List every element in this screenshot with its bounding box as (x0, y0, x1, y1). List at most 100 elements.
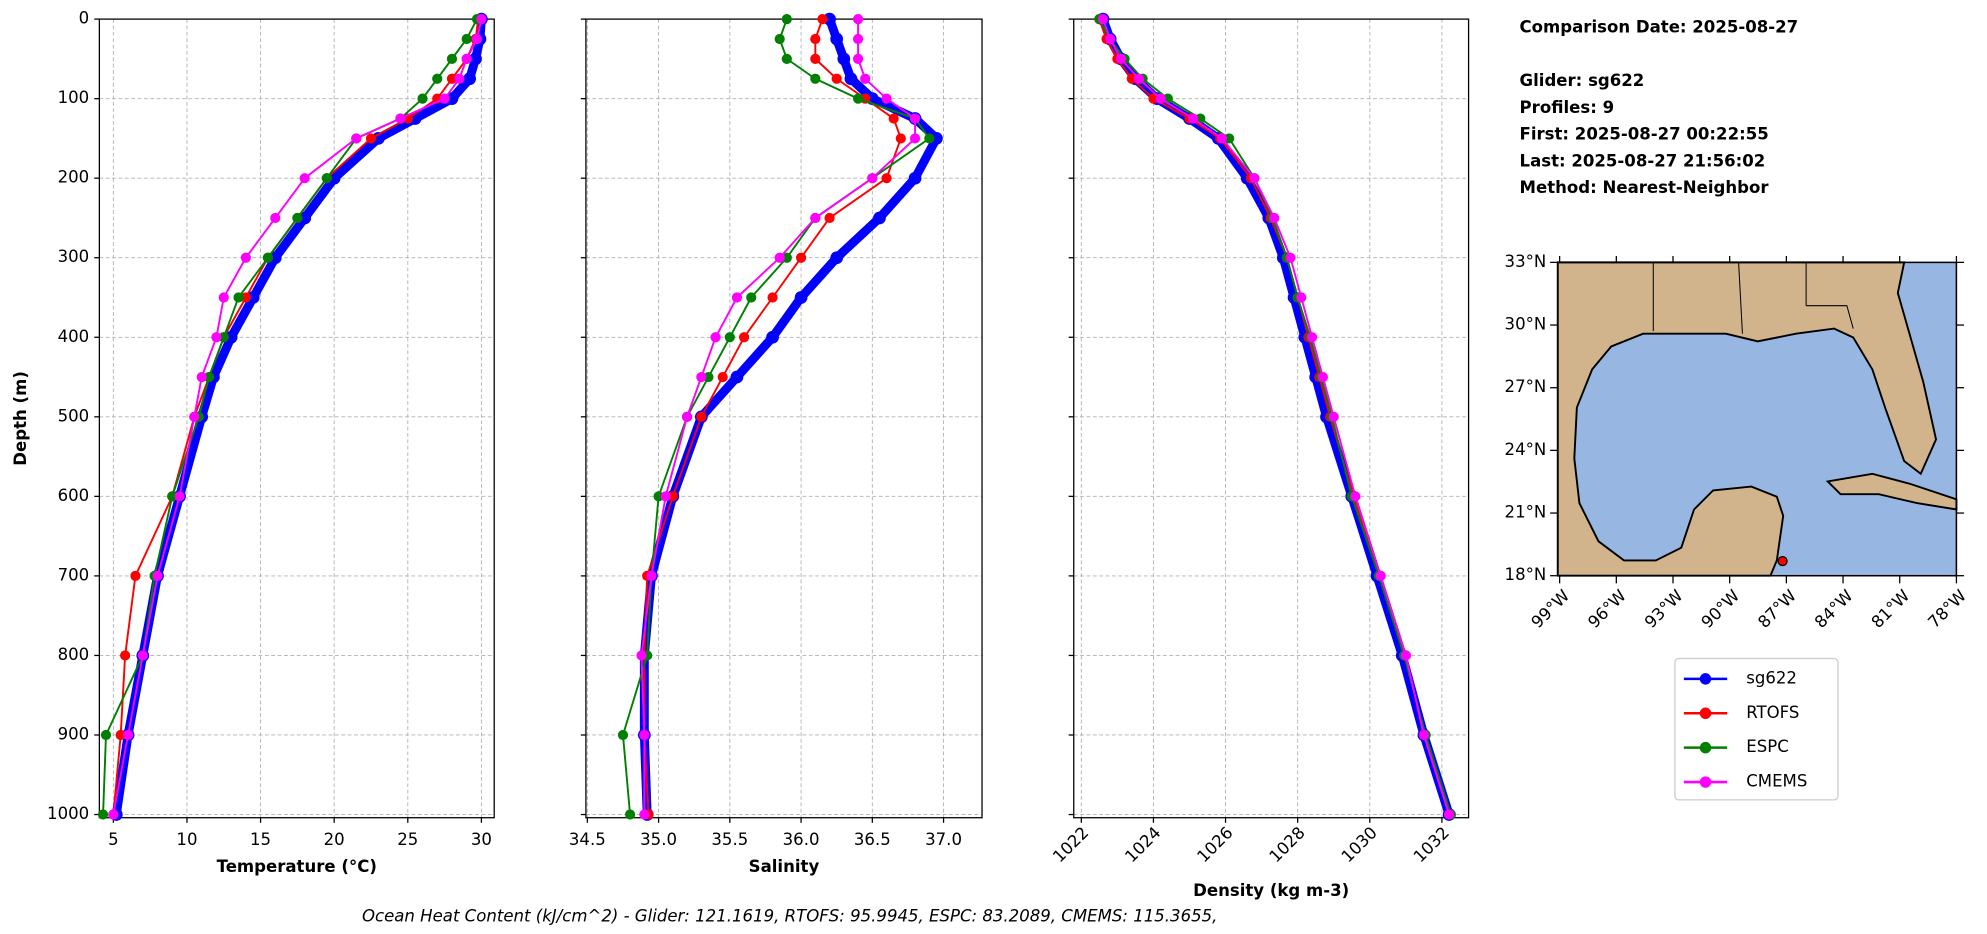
map (1556, 261, 1958, 577)
data-point (1400, 650, 1411, 661)
data-point (888, 113, 899, 124)
data-point (461, 33, 472, 45)
borders (1652, 262, 1854, 334)
data-point (1296, 292, 1307, 303)
data-point (445, 92, 459, 106)
data-point (717, 371, 728, 383)
data-point (795, 252, 807, 263)
plot-frame (1073, 18, 1470, 819)
x-tick-label: 15 (250, 830, 271, 849)
data-point (831, 73, 842, 84)
data-point (881, 93, 892, 104)
x-tick-label: 1030 (1338, 823, 1381, 866)
data-point (1148, 93, 1159, 104)
lat-tick-label: 33°N (1505, 252, 1547, 271)
lon-tick-label: 96°W (1584, 586, 1630, 632)
data-point (624, 809, 636, 820)
data-point (766, 330, 779, 344)
lat-tick-label: 27°N (1505, 377, 1547, 396)
x-tick-label: 1024 (1121, 823, 1164, 866)
data-point (365, 133, 377, 144)
data-point (1105, 33, 1116, 45)
data-point (100, 729, 112, 741)
x-tick-label: 35.0 (640, 830, 677, 849)
info-line: Method: Nearest-Neighbor (1520, 178, 1770, 197)
data-point (299, 173, 310, 184)
data-point (653, 491, 664, 502)
data-point (446, 53, 458, 64)
data-point (909, 133, 921, 144)
x-tick-label: 1028 (1266, 823, 1309, 866)
data-point (731, 292, 743, 303)
y-tick-label: 400 (58, 327, 90, 346)
data-point (1350, 491, 1361, 502)
x-tick-label: 5 (108, 830, 119, 849)
data-point (189, 411, 200, 422)
data-point (115, 729, 126, 741)
data-point (268, 251, 282, 265)
data-point (1317, 371, 1329, 383)
x-tick-label: 10 (176, 830, 197, 849)
x-tick-label: 1022 (1049, 823, 1092, 866)
data-point (471, 33, 483, 45)
data-point (908, 171, 922, 185)
data-point (395, 113, 406, 124)
legend-marker (1699, 741, 1712, 754)
series-line (112, 18, 480, 815)
x-tick-label: 20 (324, 830, 345, 849)
legend-box (1674, 657, 1839, 801)
data-point (873, 211, 886, 225)
x-tick-label: 36.5 (854, 830, 891, 849)
data-point (844, 72, 858, 86)
x-tick-label: 1032 (1410, 823, 1453, 866)
legend-marker (1699, 776, 1712, 788)
data-point (617, 729, 629, 741)
data-point (1155, 93, 1166, 104)
data-point (837, 52, 851, 66)
data-point (852, 93, 864, 104)
x-tick-label: 36.0 (783, 830, 820, 849)
legend-label: CMEMS (1746, 772, 1807, 791)
data-point (130, 570, 141, 581)
lon-tick-label: 81°W (1868, 586, 1914, 632)
data-point (860, 73, 871, 84)
data-point (636, 650, 647, 661)
data-point (681, 411, 693, 422)
data-point (454, 73, 465, 84)
data-point (246, 291, 260, 304)
y-tick-label: 600 (58, 486, 90, 505)
data-point (469, 52, 482, 66)
y-tick-label: 900 (58, 724, 90, 743)
y-tick-label: 100 (58, 88, 90, 107)
data-point (1188, 113, 1199, 124)
x-tick-label: 37.0 (925, 830, 962, 849)
data-point (781, 252, 792, 263)
data-point (781, 14, 792, 25)
data-point (292, 212, 303, 224)
lat-tick-label: 21°N (1505, 503, 1547, 522)
land (1556, 261, 1938, 577)
data-point (196, 371, 207, 383)
data-point (1306, 332, 1318, 343)
data-point (1285, 252, 1296, 263)
data-point (730, 370, 744, 384)
data-point (867, 173, 878, 184)
y-tick-label: 800 (58, 645, 90, 664)
data-point (810, 73, 821, 84)
x-axis-label: Salinity (749, 857, 820, 876)
data-point (746, 292, 757, 303)
data-point (881, 173, 892, 184)
data-point (167, 491, 178, 502)
data-point (152, 570, 163, 581)
data-point (774, 33, 785, 45)
data-point (909, 113, 921, 124)
legend-marker (1699, 673, 1712, 685)
data-point (810, 212, 821, 224)
x-tick-label: 34.5 (569, 830, 606, 849)
data-point (639, 729, 650, 741)
data-point (774, 252, 785, 263)
data-point (1097, 14, 1109, 25)
y-tick-label: 200 (58, 168, 90, 187)
